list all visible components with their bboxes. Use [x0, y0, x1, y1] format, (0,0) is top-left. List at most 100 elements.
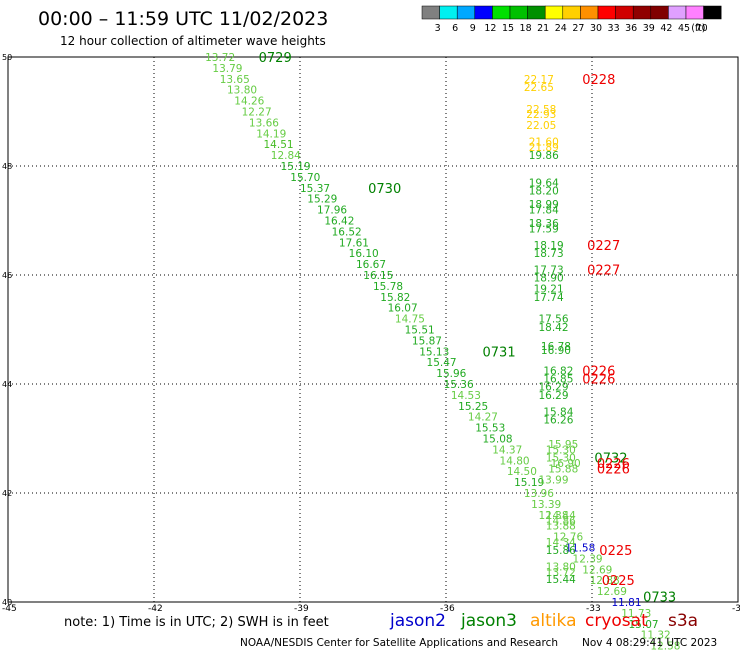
scale-swatch — [527, 5, 546, 20]
scale-label: 36 — [625, 23, 637, 34]
legend-jason3: jason3 — [460, 611, 517, 631]
wave-height-label: 12.27 — [242, 107, 272, 119]
wave-height-label: 13.39 — [531, 499, 561, 511]
x-tick-label: -42 — [148, 604, 163, 614]
wave-height-label: 16.29 — [538, 390, 568, 402]
scale-label: 3 — [435, 23, 441, 34]
legend-altika: altika — [530, 611, 577, 631]
wave-height-label: 15.84 — [543, 406, 573, 418]
wave-height-label: 16.26 — [543, 414, 573, 426]
wave-height-label: 21.89 — [529, 142, 559, 154]
pass-time-label: 0226 — [597, 457, 630, 472]
scale-label: 18 — [520, 23, 532, 34]
pass-time-label: 0730 — [368, 182, 401, 197]
wave-height-label: 16.82 — [543, 365, 573, 377]
wave-height-label: 22.58 — [526, 104, 556, 116]
wave-height-label: 15.87 — [412, 335, 442, 347]
wave-height-label: 11.58 — [565, 543, 595, 555]
wave-height-label: 15.19 — [281, 161, 311, 173]
wave-height-label: 22.93 — [526, 109, 556, 121]
wave-height-label: 11.81 — [611, 597, 641, 609]
wave-height-label: 22.65 — [524, 82, 554, 94]
pass-time-label: 0226 — [582, 373, 615, 388]
wave-height-label: 13.96 — [524, 488, 554, 500]
wave-height-label: 15.30 — [546, 453, 576, 465]
wave-height-label: 13.88 — [546, 521, 576, 533]
wave-height-label: 16.15 — [363, 270, 393, 282]
wave-height-label: 15.96 — [436, 368, 466, 380]
wave-height-label: 16.90 — [551, 458, 581, 470]
pass-time-label: 0226 — [582, 364, 615, 379]
x-axis-ticks: -45 -42 -39 -36 -33 -30 — [2, 604, 740, 614]
wave-height-label: 22.05 — [526, 120, 556, 132]
chart-subtitle: 12 hour collection of altimeter wave hei… — [60, 34, 326, 48]
scale-label: 12 — [484, 23, 496, 34]
y-tick-label: 48 — [2, 162, 12, 171]
y-tick-label: 46 — [2, 271, 12, 280]
scale-label: 39 — [643, 23, 655, 34]
legend-s3a: s3a — [668, 611, 698, 631]
wave-height-label: 12.69 — [597, 586, 627, 598]
wave-height-label: 17.74 — [534, 292, 564, 304]
y-tick-label: 50 — [2, 53, 12, 62]
wave-height-label: 15.13 — [419, 346, 449, 358]
y-tick-label: 42 — [2, 489, 12, 498]
wave-height-label: 12.58 — [650, 641, 680, 650]
wave-height-label: 12.88 — [590, 575, 620, 587]
wave-height-label: 16.29 — [538, 382, 568, 394]
x-tick-label: -36 — [440, 604, 455, 614]
chart-title: 00:00 – 11:59 UTC 11/02/2023 — [38, 8, 328, 30]
wave-height-label: 15.95 — [548, 439, 578, 451]
scale-swatch — [492, 5, 511, 20]
wave-height-label: 14.80 — [500, 455, 530, 467]
wave-height-label: 18.90 — [534, 273, 564, 285]
footer-credit: NOAA/NESDIS Center for Satellite Applica… — [240, 637, 558, 649]
wave-height-label: 14.50 — [507, 466, 537, 478]
wave-height-label: 15.44 — [546, 574, 576, 586]
pass-time-label: 0733 — [643, 591, 676, 606]
grid-lines — [8, 57, 738, 602]
satellite-legend: jason2 jason3 altika cryosat s3a — [389, 611, 698, 631]
wave-height-label: 19.86 — [529, 150, 559, 162]
wave-height-label: 11.32 — [641, 630, 671, 642]
wave-height-label: 15.08 — [483, 434, 513, 446]
scale-swatch — [544, 5, 564, 20]
scale-label: 70 — [696, 23, 708, 34]
pass-time-label: 0732 — [594, 452, 627, 467]
wave-height-label: 19.64 — [529, 177, 559, 189]
wave-height-label: 15.86 — [546, 545, 576, 557]
footer-timestamp: Nov 4 08:29:41 UTC 2023 — [582, 637, 717, 649]
scale-label: 45 — [678, 23, 690, 34]
wave-height-label: 15.36 — [444, 379, 474, 391]
wave-height-label: 13.99 — [538, 474, 568, 486]
footer-note: note: 1) Time is in UTC; 2) SWH is in fe… — [64, 615, 329, 630]
pass-time-label: 0226 — [597, 462, 630, 477]
scale-swatch — [597, 5, 616, 20]
scale-swatch — [650, 5, 669, 20]
wave-height-label: 16.67 — [356, 259, 386, 271]
wave-height-label: 18.19 — [534, 240, 564, 252]
wave-height-label: 15.82 — [380, 292, 410, 304]
pass-time-label: 0227 — [587, 239, 620, 254]
wave-height-label: 17.73 — [534, 265, 564, 277]
wave-height-label: 12.39 — [573, 553, 603, 565]
wave-height-label: 14.53 — [451, 390, 481, 402]
wave-height-label: 16.10 — [349, 248, 379, 260]
wave-height-label: 15.19 — [514, 477, 544, 489]
scale-swatch — [439, 5, 458, 20]
wave-height-label: 14.75 — [395, 314, 425, 326]
wave-height-label: 13.72 — [546, 567, 576, 579]
wave-height-label: 14.34 — [546, 537, 576, 549]
x-tick-label: -33 — [586, 604, 601, 614]
wave-height-label: 17.84 — [529, 205, 559, 217]
scale-swatch — [421, 5, 440, 20]
wave-height-label: 12.38 — [538, 510, 568, 522]
wave-height-label: 14.86 — [546, 515, 576, 527]
wave-height-label: 14.51 — [264, 139, 294, 151]
wave-height-label: 18.73 — [534, 248, 564, 260]
scale-label: 33 — [608, 23, 620, 34]
x-tick-label: -39 — [294, 604, 309, 614]
wave-height-label: 11.73 — [621, 608, 651, 620]
wave-height-label: 19.21 — [534, 284, 564, 296]
wave-height-label: 15.47 — [427, 357, 457, 369]
